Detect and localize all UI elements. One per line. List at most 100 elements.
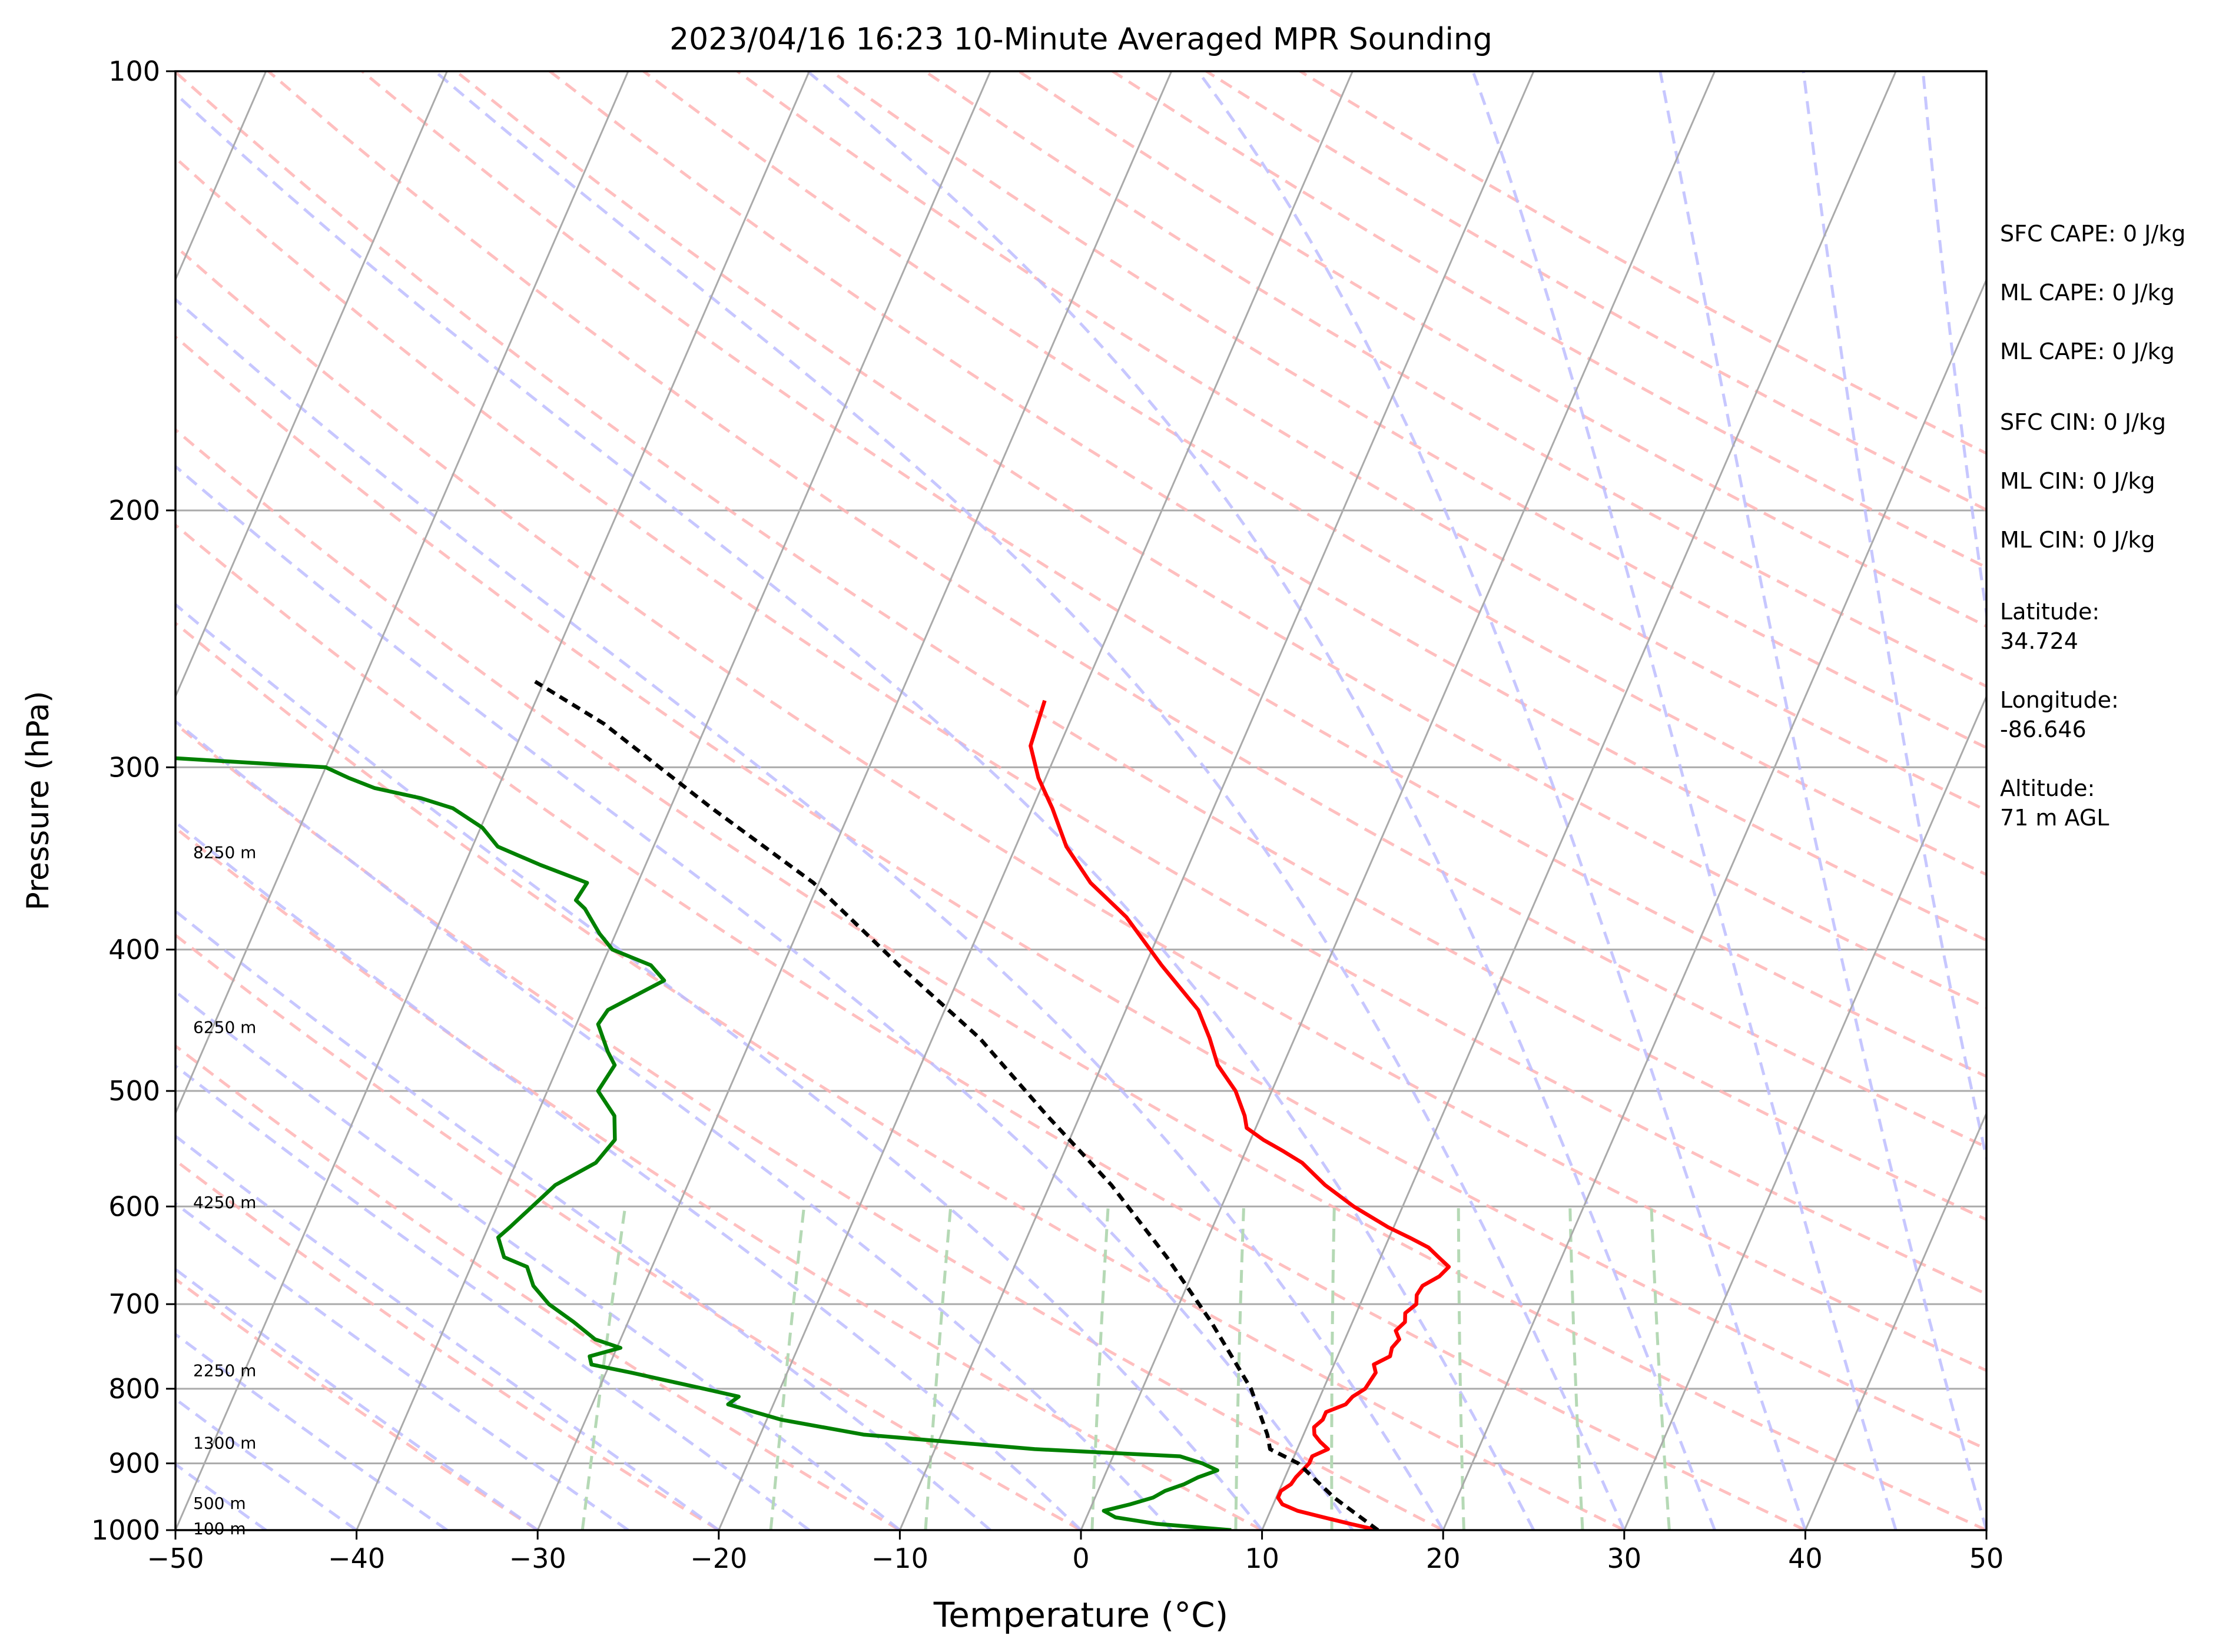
x-axis-title: Temperature (°C) [933, 1595, 1229, 1635]
info-text: ML CAPE: 0 J/kg [2000, 280, 2175, 306]
info-text: SFC CIN: 0 J/kg [2000, 409, 2166, 435]
height-label: 100 m [193, 1519, 246, 1538]
x-tick-label: 40 [1788, 1542, 1823, 1574]
sounding-info-panel: SFC CAPE: 0 J/kg ML CAPE: 0 J/kg ML CAPE: … [2000, 221, 2185, 831]
mixing-ratio-line [1650, 1206, 1671, 1530]
y-axis-title: Pressure (hPa) [21, 691, 56, 911]
dry-adiabat-line [830, 71, 1986, 749]
height-label: 2250 m [193, 1361, 256, 1380]
dry-adiabat-line [175, 244, 1986, 1372]
moist-adiabat-line [1802, 71, 1986, 1165]
moist-adiabat-line [175, 1064, 811, 1530]
info-text: SFC CAPE: 0 J/kg [2000, 221, 2185, 247]
y-tick-label: 600 [108, 1190, 160, 1222]
mixing-ratio-line [581, 1206, 627, 1530]
x-tick-label: −50 [147, 1542, 204, 1574]
moist-adiabat-line [1196, 71, 1807, 1530]
isotherm-line [1442, 277, 1986, 1530]
height-label: 8250 m [193, 842, 256, 862]
height-label: 4250 m [193, 1193, 256, 1212]
moist-adiabat-line [175, 464, 1354, 1530]
dry-adiabat-line [361, 71, 1986, 1079]
height-label: 500 m [193, 1494, 246, 1513]
height-label: 6250 m [193, 1017, 256, 1037]
y-tick-label: 500 [108, 1075, 160, 1107]
x-tick-label: −20 [690, 1542, 747, 1574]
isotherm-line [175, 71, 448, 699]
info-text: 34.724 [2000, 628, 2078, 654]
isotherm-line [175, 71, 629, 1116]
moist-adiabat-line [175, 820, 1082, 1530]
x-tick-label: −10 [871, 1542, 928, 1574]
dry-adiabat-line [175, 155, 1986, 1296]
dewpoint-profile-line [175, 756, 1232, 1530]
mixing-ratio-line [1234, 1206, 1245, 1530]
moist-adiabat-line [175, 909, 991, 1530]
isotherm-line [1261, 71, 1897, 1530]
sounding-profiles [175, 679, 1451, 1530]
dry-adiabat-line [175, 523, 1806, 1530]
y-tick-label: 100 [108, 55, 160, 87]
dry-adiabat-line [175, 71, 1986, 1222]
x-tick-label: −40 [328, 1542, 385, 1574]
moist-adiabat-line [806, 71, 1716, 1530]
moist-adiabat-line [175, 91, 1535, 1530]
isotherm-line [356, 71, 991, 1530]
isotherm-line [1805, 1111, 1986, 1530]
isotherm-line [536, 71, 1173, 1530]
height-labels: 8250 m 6250 m 4250 m 2250 m 1300 m 500 m 100 m [193, 842, 256, 1538]
mixing-ratio-line [1330, 1206, 1336, 1530]
dry-adiabat-line [175, 933, 1082, 1530]
dry-adiabat-line [549, 71, 1986, 942]
y-tick-label: 800 [108, 1373, 160, 1405]
moist-adiabat-line [175, 1397, 358, 1530]
info-text: ML CIN: 0 J/kg [2000, 527, 2155, 553]
y-tick-label: 400 [108, 934, 160, 966]
info-text: ML CIN: 0 J/kg [2000, 468, 2155, 494]
dry-adiabat-line [175, 621, 1625, 1530]
y-tick-label: 900 [108, 1448, 160, 1479]
info-text: 71 m AGL [2000, 805, 2109, 831]
dry-adiabat-line [267, 71, 1986, 1149]
chart-title: 2023/04/16 16:23 10-Minute Averaged MPR … [669, 22, 1492, 57]
moist-adiabat-line [175, 297, 1445, 1530]
isotherm-line [718, 71, 1354, 1530]
background-lines [175, 71, 1986, 1530]
dry-adiabat-line [175, 826, 1263, 1530]
y-tick-label: 700 [108, 1288, 160, 1320]
temperature-profile-line [1029, 699, 1451, 1530]
moist-adiabat-line [1471, 71, 1898, 1530]
parcel-path-line [534, 679, 1379, 1530]
mixing-ratio-line [769, 1206, 806, 1530]
x-tick-label: 10 [1245, 1542, 1279, 1574]
dry-adiabat-line [175, 1158, 720, 1530]
info-text: ML CAPE: 0 J/kg [2000, 339, 2175, 364]
isotherm-line [899, 71, 1535, 1530]
x-tick-label: 30 [1607, 1542, 1642, 1574]
info-text: -86.646 [2000, 716, 2087, 742]
y-tick-label: 300 [108, 751, 160, 783]
moist-adiabat-line [175, 990, 901, 1530]
isotherm-line [1623, 694, 1986, 1530]
isotherm-line [175, 71, 810, 1530]
isotherm-line [1080, 71, 1716, 1530]
dry-adiabat-line [175, 334, 1986, 1451]
y-tick-label: 1000 [91, 1514, 160, 1546]
dry-adiabat-line [642, 71, 1986, 877]
dry-adiabat-line [924, 71, 1986, 688]
x-axis-ticks: −50 −40 −30 −20 −10 0 10 20 30 40 50 [147, 1530, 2004, 1574]
x-tick-label: 50 [1969, 1542, 2004, 1574]
mixing-ratio-line [1568, 1206, 1584, 1530]
y-tick-label: 200 [108, 495, 160, 526]
moist-adiabat-line [175, 602, 1263, 1530]
dry-adiabat-line [175, 1277, 539, 1530]
info-text: Altitude: [2000, 775, 2095, 801]
info-text: Latitude: [2000, 599, 2099, 625]
x-tick-label: 0 [1072, 1542, 1089, 1574]
y-axis-ticks: 100 200 300 400 500 600 700 800 900 1000 [91, 55, 175, 1546]
height-label: 1300 m [193, 1433, 256, 1452]
moist-adiabat-line [1659, 71, 1986, 1530]
mixing-ratio-line [924, 1206, 953, 1530]
